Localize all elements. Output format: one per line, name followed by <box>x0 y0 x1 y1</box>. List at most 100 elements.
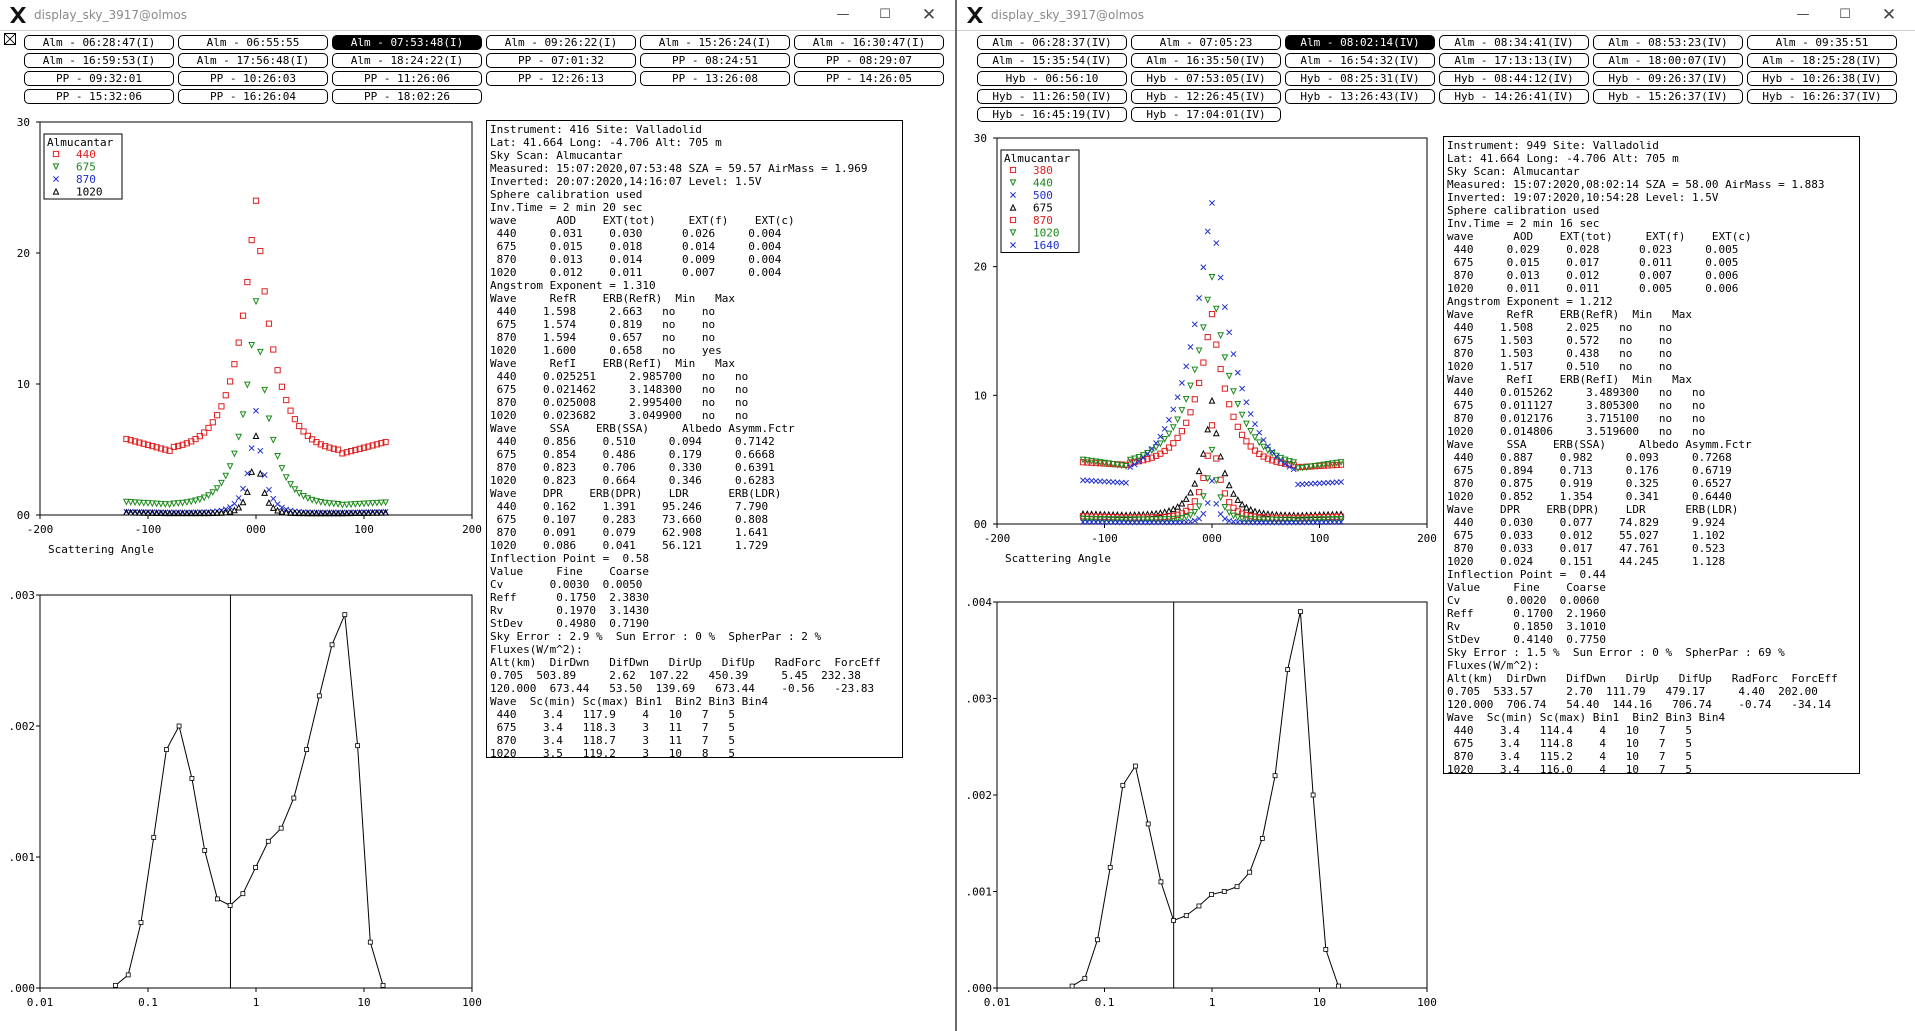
scan-button[interactable]: PP - 11:26:06 <box>332 71 482 86</box>
data-point <box>291 795 297 801</box>
data-point <box>377 499 385 507</box>
scan-button[interactable]: PP - 15:32:06 <box>24 89 174 104</box>
scan-button[interactable]: Alm - 16:30:47(I) <box>794 35 944 50</box>
scan-button[interactable]: Alm - 06:28:37(IV) <box>977 35 1127 50</box>
data-point <box>166 501 174 509</box>
data-point <box>149 442 156 450</box>
scan-button[interactable]: Hyb - 11:26:50(IV) <box>977 89 1127 104</box>
scan-button[interactable]: Alm - 18:24:22(I) <box>332 53 482 68</box>
scan-button[interactable]: Alm - 16:59:53(I) <box>24 53 174 68</box>
data-point <box>1139 516 1147 524</box>
close-icon[interactable]: ✕ <box>921 5 937 25</box>
scan-button[interactable]: Hyb - 13:26:43(IV) <box>1285 89 1435 104</box>
data-point <box>179 499 186 507</box>
data-point <box>1221 490 1228 497</box>
scan-button[interactable]: Hyb - 06:56:10 <box>977 71 1127 86</box>
title-bar[interactable]: display_sky_3917@olmos — ☐ ✕ <box>0 0 955 31</box>
data-point <box>214 896 220 902</box>
scan-button[interactable]: Hyb - 12:26:45(IV) <box>1131 89 1281 104</box>
data-point <box>187 509 195 517</box>
scan-button[interactable]: PP - 08:29:07 <box>794 53 944 68</box>
corner-close-icon[interactable] <box>4 33 16 45</box>
info-line: Reff 0.1750 2.3830 <box>490 591 649 604</box>
data-point <box>1165 444 1173 451</box>
maximize-icon[interactable]: ☐ <box>1839 7 1851 22</box>
data-point <box>214 412 221 419</box>
scan-button[interactable]: Hyb - 09:26:37(IV) <box>1593 71 1743 86</box>
info-line: 1020 0.823 0.664 0.346 0.6283 <box>490 474 775 487</box>
scan-button[interactable]: PP - 14:26:05 <box>794 71 944 86</box>
scan-button[interactable]: Alm - 18:25:28(IV) <box>1747 53 1897 68</box>
data-point <box>1328 460 1336 468</box>
scan-button[interactable]: Hyb - 14:26:41(IV) <box>1439 89 1589 104</box>
data-point <box>205 492 212 500</box>
data-point <box>170 509 178 517</box>
info-line: Wave DPR ERB(DPR) LDR ERB(LDR) <box>490 487 782 500</box>
scan-button[interactable]: Hyb - 08:25:31(IV) <box>1285 71 1435 86</box>
scan-button[interactable]: Alm - 16:54:32(IV) <box>1285 53 1435 68</box>
scan-button[interactable]: Hyb - 16:26:37(IV) <box>1747 89 1897 104</box>
data-point <box>322 443 329 450</box>
data-point <box>1273 452 1280 460</box>
data-point <box>1277 454 1285 462</box>
scan-button[interactable]: Alm - 08:34:41(IV) <box>1439 35 1589 50</box>
data-point <box>1230 512 1237 520</box>
scan-button[interactable]: Alm - 07:05:23 <box>1131 35 1281 50</box>
info-line: Wave SSA ERB(SSA) Albedo Asymm.Fctr <box>490 422 795 435</box>
data-point <box>189 776 195 781</box>
scan-button[interactable]: Alm - 15:35:54(IV) <box>977 53 1127 68</box>
data-point <box>377 508 385 516</box>
scan-button[interactable]: Hyb - 08:44:12(IV) <box>1439 71 1589 86</box>
scan-button[interactable]: Hyb - 07:53:05(IV) <box>1131 71 1281 86</box>
title-bar[interactable]: display_sky_3917@olmos — ☐ ✕ <box>957 0 1915 31</box>
info-line: 440 3.4 114.4 4 10 7 5 <box>1447 724 1693 737</box>
scan-button[interactable]: PP - 16:26:04 <box>178 89 328 104</box>
scan-button[interactable]: Alm - 17:56:48(I) <box>178 53 328 68</box>
minimize-icon[interactable]: — <box>1796 7 1810 22</box>
scan-button[interactable]: PP - 09:32:01 <box>24 71 174 86</box>
scan-button[interactable]: Alm - 09:35:51 <box>1747 35 1897 50</box>
minimize-icon[interactable]: — <box>836 7 850 22</box>
data-point <box>148 500 156 508</box>
data-point <box>316 693 322 699</box>
maximize-icon[interactable]: ☐ <box>879 7 891 22</box>
scan-button[interactable]: Hyb - 17:04:01(IV) <box>1131 107 1281 122</box>
scan-button[interactable]: Hyb - 15:26:37(IV) <box>1593 89 1743 104</box>
info-line: 440 0.029 0.028 0.023 0.005 <box>1447 243 1739 256</box>
scan-button[interactable]: PP - 12:26:13 <box>486 71 636 86</box>
data-point <box>1161 425 1168 432</box>
scan-button[interactable]: Alm - 07:53:48(I) <box>332 35 482 50</box>
scan-button[interactable]: Alm - 15:26:24(I) <box>640 35 790 50</box>
data-point <box>1079 459 1087 466</box>
scan-button[interactable]: Alm - 06:55:55 <box>178 35 328 50</box>
data-point <box>240 891 246 897</box>
data-point <box>1298 516 1306 524</box>
data-point <box>1161 447 1168 455</box>
info-line: Lat: 41.664 Long: -4.706 Alt: 705 m <box>1447 152 1679 165</box>
info-line: 675 0.011127 3.805300 no no <box>1447 399 1706 412</box>
scan-button[interactable]: Alm - 18:00:07(IV) <box>1593 53 1743 68</box>
scan-button[interactable]: Alm - 06:28:47(I) <box>24 35 174 50</box>
scan-button[interactable]: Alm - 09:26:22(I) <box>486 35 636 50</box>
data-point <box>1095 937 1100 943</box>
data-point <box>1191 396 1198 403</box>
data-point <box>196 433 203 440</box>
scan-button[interactable]: Alm - 08:53:23(IV) <box>1593 35 1743 50</box>
data-point <box>1234 496 1242 503</box>
x-tick-label: 10 <box>357 996 370 1009</box>
close-icon[interactable]: ✕ <box>1881 5 1897 25</box>
scan-button[interactable]: Alm - 08:02:14(IV) <box>1285 35 1435 50</box>
scan-button[interactable]: PP - 13:26:08 <box>640 71 790 86</box>
scan-button[interactable]: PP - 07:01:32 <box>486 53 636 68</box>
scan-button[interactable]: Hyb - 16:45:19(IV) <box>977 107 1127 122</box>
scan-button[interactable]: Alm - 16:35:50(IV) <box>1131 53 1281 68</box>
scan-button[interactable]: PP - 10:26:03 <box>178 71 328 86</box>
scan-button[interactable]: PP - 18:02:26 <box>332 89 482 104</box>
info-line: 440 0.856 0.510 0.094 0.7142 <box>490 435 775 448</box>
data-point <box>1084 459 1091 466</box>
info-line: Wave RefI ERB(RefI) Min Max <box>490 357 736 370</box>
scan-button[interactable]: PP - 08:24:51 <box>640 53 790 68</box>
scan-button[interactable]: Alm - 17:13:13(IV) <box>1439 53 1589 68</box>
info-line: Wave Sc(min) Sc(max) Bin1 Bin2 Bin3 Bin4 <box>1447 711 1726 724</box>
scan-button[interactable]: Hyb - 10:26:38(IV) <box>1747 71 1897 86</box>
